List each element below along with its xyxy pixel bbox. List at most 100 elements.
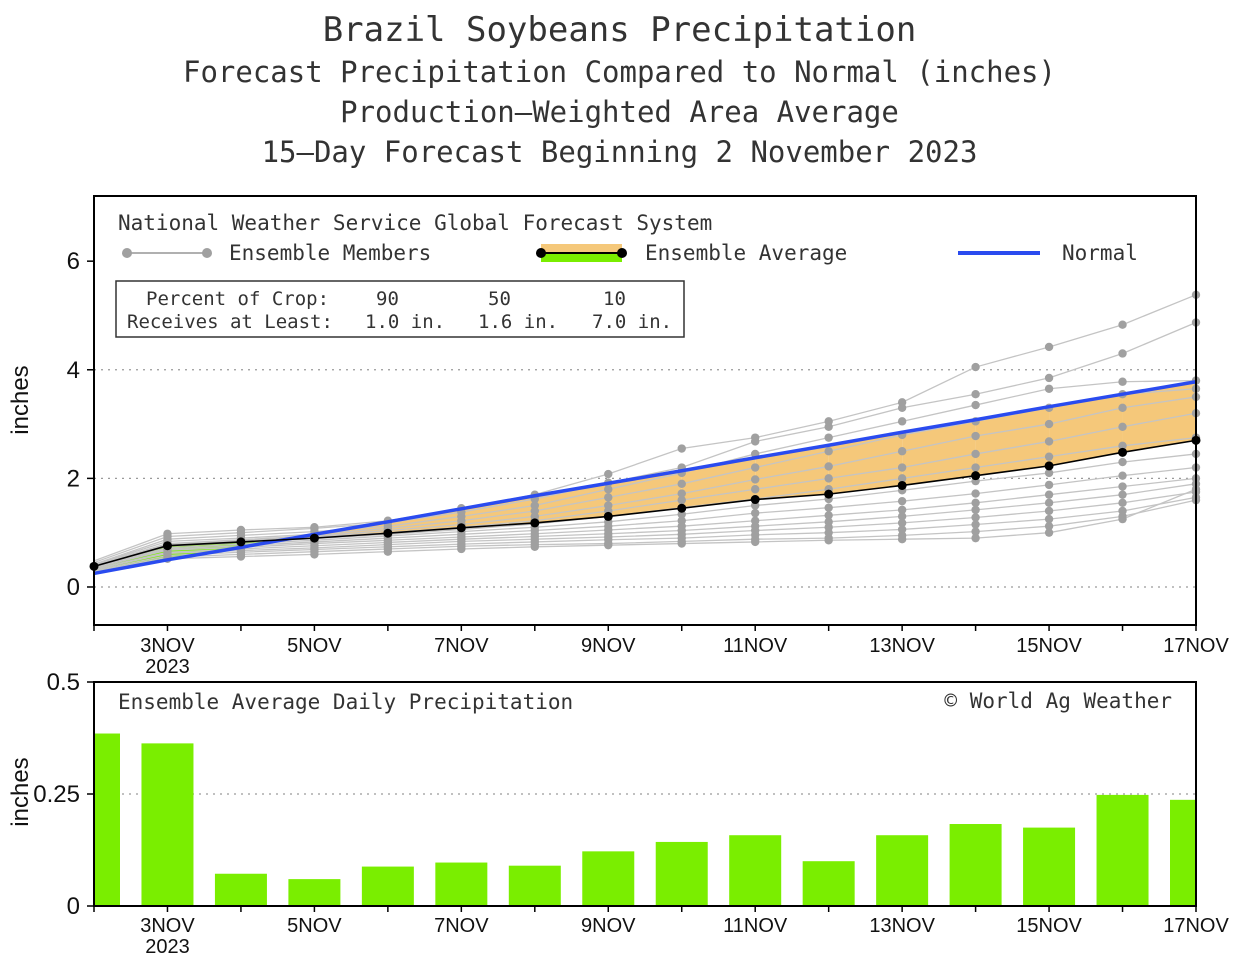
bottom-xtick-label: 3NOV	[140, 915, 195, 937]
ensemble-member-point	[1044, 384, 1054, 393]
ensemble-member-point	[971, 362, 980, 372]
subtitle-1: Forecast Precipitation Compared to Norma…	[183, 55, 1056, 89]
top-plot-frame	[93, 195, 1197, 626]
ensemble-member-point	[310, 550, 319, 559]
ensemble-member-point	[751, 475, 760, 484]
daily-precip-bar	[214, 873, 267, 906]
ensemble-average-point	[971, 471, 981, 481]
anomaly-segment	[975, 406, 1050, 476]
ensemble-member-point	[824, 511, 833, 520]
ensemble-member-line	[93, 499, 1197, 573]
daily-precip-bar	[435, 862, 488, 906]
ensemble-member-point	[1118, 422, 1127, 431]
ensemble-member-point	[824, 447, 833, 456]
ensemble-member-point	[1044, 498, 1054, 508]
anomaly-segment	[902, 419, 976, 486]
ensemble-member-point	[897, 496, 907, 506]
crop-percent-label: Percent of Crop:	[146, 288, 329, 310]
ensemble-member-point	[897, 474, 907, 483]
bottom-xtick-label: 5NOV	[287, 915, 342, 937]
ensemble-member-point	[971, 449, 980, 459]
daily-precip-bars	[94, 733, 1196, 906]
daily-precip-bar	[655, 841, 708, 906]
daily-precip-bar	[1096, 794, 1149, 906]
ensemble-member-point	[897, 403, 907, 412]
ensemble-member-point	[677, 539, 686, 548]
ensemble-member-point	[530, 542, 539, 552]
ensemble-member-point	[824, 503, 833, 512]
legend-average-text: Ensemble Average	[645, 241, 847, 265]
ensemble-member-point	[1044, 452, 1054, 461]
ensemble-member-point	[1044, 419, 1054, 429]
crop-receives-label: Receives at Least:	[127, 311, 333, 333]
anomaly-segment	[681, 457, 756, 509]
top-xtick-label: 13NOV	[869, 635, 935, 657]
ensemble-member-point	[677, 479, 686, 489]
ensemble-member-point	[971, 513, 980, 522]
ensemble-member-line	[93, 396, 1197, 566]
legend-members-text: Ensemble Members	[229, 241, 431, 265]
ensemble-member-point	[971, 390, 980, 399]
anomaly-segment	[461, 495, 535, 528]
ensemble-member-point	[824, 422, 833, 431]
chart-titles: Brazil Soybeans Precipitation Forecast P…	[0, 8, 1239, 172]
ensemble-member-line	[93, 491, 1197, 571]
top-ytick-label: 6	[67, 248, 80, 275]
ensemble-member-point	[971, 400, 980, 410]
daily-precip-bar	[729, 835, 782, 906]
ensemble-member-line	[93, 294, 1197, 562]
daily-precip-bar	[94, 733, 120, 906]
top-xtick-label: 3NOV	[140, 635, 195, 657]
ensemble-average-point	[897, 480, 907, 490]
ensemble-member-point	[1118, 320, 1127, 329]
top-ytick-label: 4	[67, 357, 80, 384]
ensemble-average-point	[603, 511, 613, 521]
ensemble-member-point	[971, 463, 980, 472]
ensemble-member-point	[897, 525, 907, 534]
main-title: Brazil Soybeans Precipitation	[322, 10, 917, 50]
ensemble-member-point	[383, 547, 393, 556]
ensemble-member-line	[93, 483, 1197, 570]
ensemble-member-line	[93, 412, 1197, 567]
ensemble-member-point	[1118, 482, 1127, 491]
top-xtick-label: 9NOV	[581, 635, 636, 657]
crop-amount-50: 1.6 in.	[478, 311, 558, 333]
daily-precip-bar	[141, 743, 194, 906]
bottom-axes: 0 0.25 0.5 3NOV 5NOV 7NOV 9NOV 11NOV 13NOV 15NOV 1…	[33, 669, 1229, 958]
ensemble-member-point	[971, 505, 980, 515]
ensemble-average-point	[677, 503, 687, 513]
daily-precip-bar	[1023, 827, 1076, 906]
ensemble-member-point	[971, 431, 980, 441]
ensemble-average-point	[1118, 447, 1128, 457]
ensemble-average-point	[236, 537, 246, 547]
subtitle-3: 15–Day Forecast Beginning 2 November 202…	[261, 135, 978, 169]
ensemble-member-point	[751, 437, 760, 446]
ensemble-member-point	[1044, 506, 1054, 516]
ensemble-average-point	[383, 528, 393, 538]
ensemble-member-point	[897, 505, 907, 515]
ensemble-member-point	[1118, 490, 1127, 499]
ensemble-member-point	[1118, 441, 1127, 450]
ensemble-member-point	[1044, 437, 1054, 446]
ensemble-member-point	[1118, 403, 1127, 412]
credit-text: © World Ag Weather	[944, 689, 1172, 713]
top-ylabel: inches	[7, 365, 34, 434]
bottom-xtick-label: 9NOV	[581, 915, 636, 937]
daily-precip-bar	[582, 851, 635, 906]
bottom-ytick-label: 0.25	[33, 781, 80, 808]
ensemble-member-line	[93, 321, 1197, 564]
ensemble-member-point	[236, 552, 246, 561]
ensemble-member-point	[1118, 471, 1127, 480]
ensemble-average-point	[824, 489, 834, 499]
ensemble-average-point	[162, 541, 172, 551]
ensemble-member-line	[93, 466, 1197, 569]
ensemble-member-point	[1044, 514, 1054, 524]
bottom-title: Ensemble Average Daily Precipitation	[118, 690, 573, 714]
ensemble-average-point	[1044, 461, 1054, 471]
ensemble-member-lines	[93, 290, 1201, 573]
ensemble-member-point	[1118, 514, 1127, 524]
ensemble-member-point	[897, 535, 907, 544]
top-ytick-label: 0	[67, 574, 80, 601]
top-gridlines	[94, 369, 1196, 588]
ensemble-member-point	[1044, 468, 1054, 478]
